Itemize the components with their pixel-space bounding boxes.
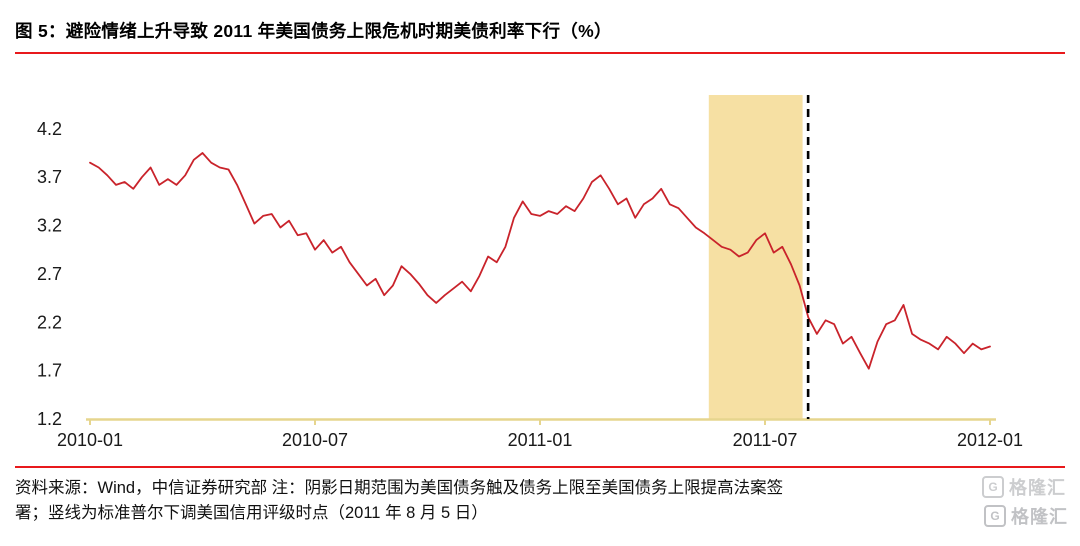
- x-tick-label: 2011-01: [508, 430, 573, 450]
- y-tick-label: 2.7: [37, 264, 62, 284]
- title-divider: [15, 52, 1065, 54]
- figure-title: 图 5：避险情绪上升导致 2011 年美国债务上限危机时期美债利率下行（%）: [15, 21, 612, 41]
- x-tick-label: 2010-07: [282, 430, 348, 450]
- x-tick-label: 2011-07: [733, 430, 798, 450]
- y-tick-label: 3.2: [37, 216, 62, 236]
- y-tick-label: 1.2: [37, 409, 62, 429]
- y-tick-label: 1.7: [37, 361, 62, 381]
- footer-divider: [15, 466, 1065, 468]
- y-tick-label: 2.2: [37, 312, 62, 332]
- source-note-line2: 署；竖线为标准普尔下调美国信用评级时点（2011 年 8 月 5 日）: [15, 504, 488, 522]
- y-tick-label: 4.2: [37, 119, 62, 139]
- treasury-yield-series-line: [89, 152, 991, 370]
- source-note-line1: 资料来源：Wind，中信证券研究部 注：阴影日期范围为美国债务触及债务上限至美国…: [15, 479, 784, 497]
- source-note: 资料来源：Wind，中信证券研究部 注：阴影日期范围为美国债务触及债务上限至美国…: [15, 476, 1070, 526]
- debt-ceiling-shaded-region: [708, 95, 803, 419]
- x-tick-label: 2012-01: [957, 430, 1023, 450]
- y-tick-label: 3.7: [37, 167, 62, 187]
- x-tick-label: 2010-01: [57, 430, 123, 450]
